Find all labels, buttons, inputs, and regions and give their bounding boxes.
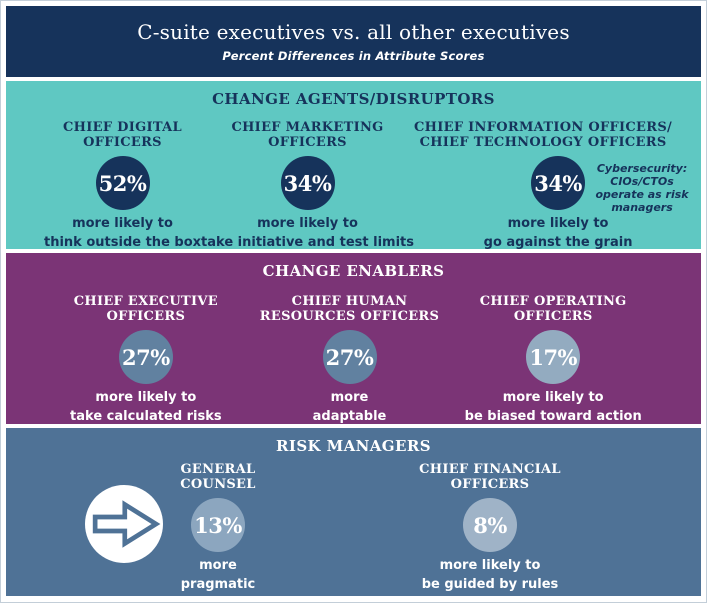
desc-line: more likely to: [439, 558, 541, 573]
officer-title-line: RESOURCES OFFICERS: [259, 309, 440, 324]
desc-line: pragmatic: [180, 577, 256, 592]
stat-card-general-counsel: GENERAL COUNSEL 13% more pragmatic: [138, 462, 298, 594]
officer-title: CHIEF DIGITAL OFFICERS: [44, 120, 201, 150]
attribute-description: more likely to take initiative and test …: [201, 214, 414, 249]
officer-title: CHIEF MARKETING OFFICERS: [201, 120, 414, 150]
circle-group: 34% more likely to go against the grain: [429, 156, 687, 249]
percent-circle: 27%: [322, 330, 377, 384]
stats-row: CHIEF EXECUTIVE OFFICERS 27% more likely…: [6, 280, 701, 424]
desc-line: adaptable: [312, 409, 387, 424]
desc-line: be biased toward action: [464, 409, 642, 424]
percent-circle: 27%: [118, 330, 173, 384]
officer-title-line: GENERAL: [180, 462, 256, 477]
stat-card-chief-financial-officers: CHIEF FINANCIAL OFFICERS 8% more likely …: [390, 462, 590, 594]
note-line: CIOs/CTOs: [610, 175, 674, 188]
officer-title: CHIEF INFORMATION OFFICERS/ CHIEF TECHNO…: [414, 120, 672, 150]
desc-line: more likely to: [502, 390, 604, 405]
note-line: Cybersecurity:: [596, 162, 688, 175]
percent-value: 8%: [473, 512, 507, 538]
officer-title-line: CHIEF FINANCIAL: [419, 462, 561, 477]
section-header: CHANGE ENABLERS: [262, 262, 445, 280]
officer-title-line: OFFICERS: [268, 135, 347, 150]
title-banner: C-suite executives vs. all other executi…: [6, 6, 701, 77]
desc-line: more: [199, 558, 237, 573]
desc-line: more likely to: [72, 216, 173, 231]
percent-value: 34%: [283, 170, 332, 196]
cybersecurity-note: Cybersecurity: CIOs/CTOs operate as risk…: [594, 162, 690, 214]
percent-value: 27%: [325, 344, 374, 370]
attribute-description: more likely to think outside the box: [44, 214, 201, 249]
officer-title-line: CHIEF OPERATING: [479, 294, 627, 309]
officer-title-line: OFFICERS: [450, 477, 530, 492]
attribute-description: more likely to be guided by rules: [390, 556, 590, 594]
officer-title-line: CHIEF INFORMATION OFFICERS/: [414, 120, 673, 135]
desc-line: be guided by rules: [421, 577, 559, 592]
desc-line: take initiative and test limits: [201, 235, 414, 249]
officer-title: CHIEF HUMAN RESOURCES OFFICERS: [248, 294, 452, 324]
officer-title-line: COUNSEL: [180, 477, 256, 492]
stats-row: CHIEF DIGITAL OFFICERS 52% more likely t…: [6, 108, 701, 249]
section-change-enablers: CHANGE ENABLERS CHIEF EXECUTIVE OFFICERS…: [6, 253, 701, 424]
stat-card-chief-human-resources-officers: CHIEF HUMAN RESOURCES OFFICERS 27% more …: [248, 294, 452, 424]
stat-card-chief-operating-officers: CHIEF OPERATING OFFICERS 17% more likely…: [451, 294, 655, 424]
stat-card-chief-digital-officers: CHIEF DIGITAL OFFICERS 52% more likely t…: [44, 120, 201, 249]
percent-value: 13%: [194, 512, 242, 538]
officer-title-line: OFFICERS: [513, 309, 593, 324]
percent-circle: 34%: [531, 156, 586, 210]
arrow-right-circle-icon: [85, 485, 163, 563]
percent-value: 34%: [534, 170, 582, 196]
stat-card-chief-marketing-officers: CHIEF MARKETING OFFICERS 34% more likely…: [201, 120, 414, 249]
attribute-description: more likely to go against the grain: [429, 214, 687, 249]
percent-value: 17%: [529, 344, 578, 370]
officer-title: CHIEF OPERATING OFFICERS: [451, 294, 655, 324]
percent-circle: 17%: [526, 330, 581, 384]
officer-title-line: CHIEF HUMAN: [291, 294, 408, 309]
stat-card-cio-cto: CHIEF INFORMATION OFFICERS/ CHIEF TECHNO…: [414, 120, 689, 249]
page-subtitle: Percent Differences in Attribute Scores: [222, 49, 485, 63]
note-line: operate as risk: [595, 188, 689, 201]
officer-title-line: OFFICERS: [83, 135, 162, 150]
percent-circle: 34%: [280, 156, 335, 210]
section-risk-managers: RISK MANAGERS GENERAL COUNSEL 13% more p…: [6, 428, 701, 596]
attribute-description: more pragmatic: [138, 556, 298, 594]
officer-title-line: CHIEF DIGITAL: [63, 120, 183, 135]
section-header: CHANGE AGENTS/DISRUPTORS: [212, 90, 495, 108]
desc-line: more likely to: [257, 216, 358, 231]
desc-line: think outside the box: [44, 235, 202, 249]
section-change-agents: CHANGE AGENTS/DISRUPTORS CHIEF DIGITAL O…: [6, 81, 701, 249]
percent-circle: 8%: [463, 498, 517, 552]
attribute-description: more likely to take calculated risks: [44, 388, 248, 424]
stat-card-chief-executive-officers: CHIEF EXECUTIVE OFFICERS 27% more likely…: [44, 294, 248, 424]
page-title: C-suite executives vs. all other executi…: [137, 20, 570, 44]
percent-circle: 52%: [95, 156, 150, 210]
officer-title-line: CHIEF TECHNOLOGY OFFICERS: [419, 135, 667, 150]
note-line: managers: [611, 201, 673, 214]
attribute-description: more adaptable: [248, 388, 452, 424]
officer-title-line: OFFICERS: [106, 309, 186, 324]
desc-line: go against the grain: [483, 235, 633, 249]
desc-line: more likely to: [95, 390, 197, 405]
desc-line: more: [330, 390, 369, 405]
officer-title: CHIEF FINANCIAL OFFICERS: [390, 462, 590, 492]
attribute-description: more likely to be biased toward action: [451, 388, 655, 424]
percent-circle: 13%: [191, 498, 245, 552]
percent-value: 52%: [98, 170, 147, 196]
officer-title: GENERAL COUNSEL: [138, 462, 298, 492]
desc-line: more likely to: [507, 216, 609, 231]
desc-line: take calculated risks: [70, 409, 222, 424]
percent-value: 27%: [121, 344, 170, 370]
section-header: RISK MANAGERS: [276, 437, 431, 455]
officer-title: CHIEF EXECUTIVE OFFICERS: [44, 294, 248, 324]
officer-title-line: CHIEF EXECUTIVE: [73, 294, 218, 309]
officer-title-line: CHIEF MARKETING: [231, 120, 384, 135]
